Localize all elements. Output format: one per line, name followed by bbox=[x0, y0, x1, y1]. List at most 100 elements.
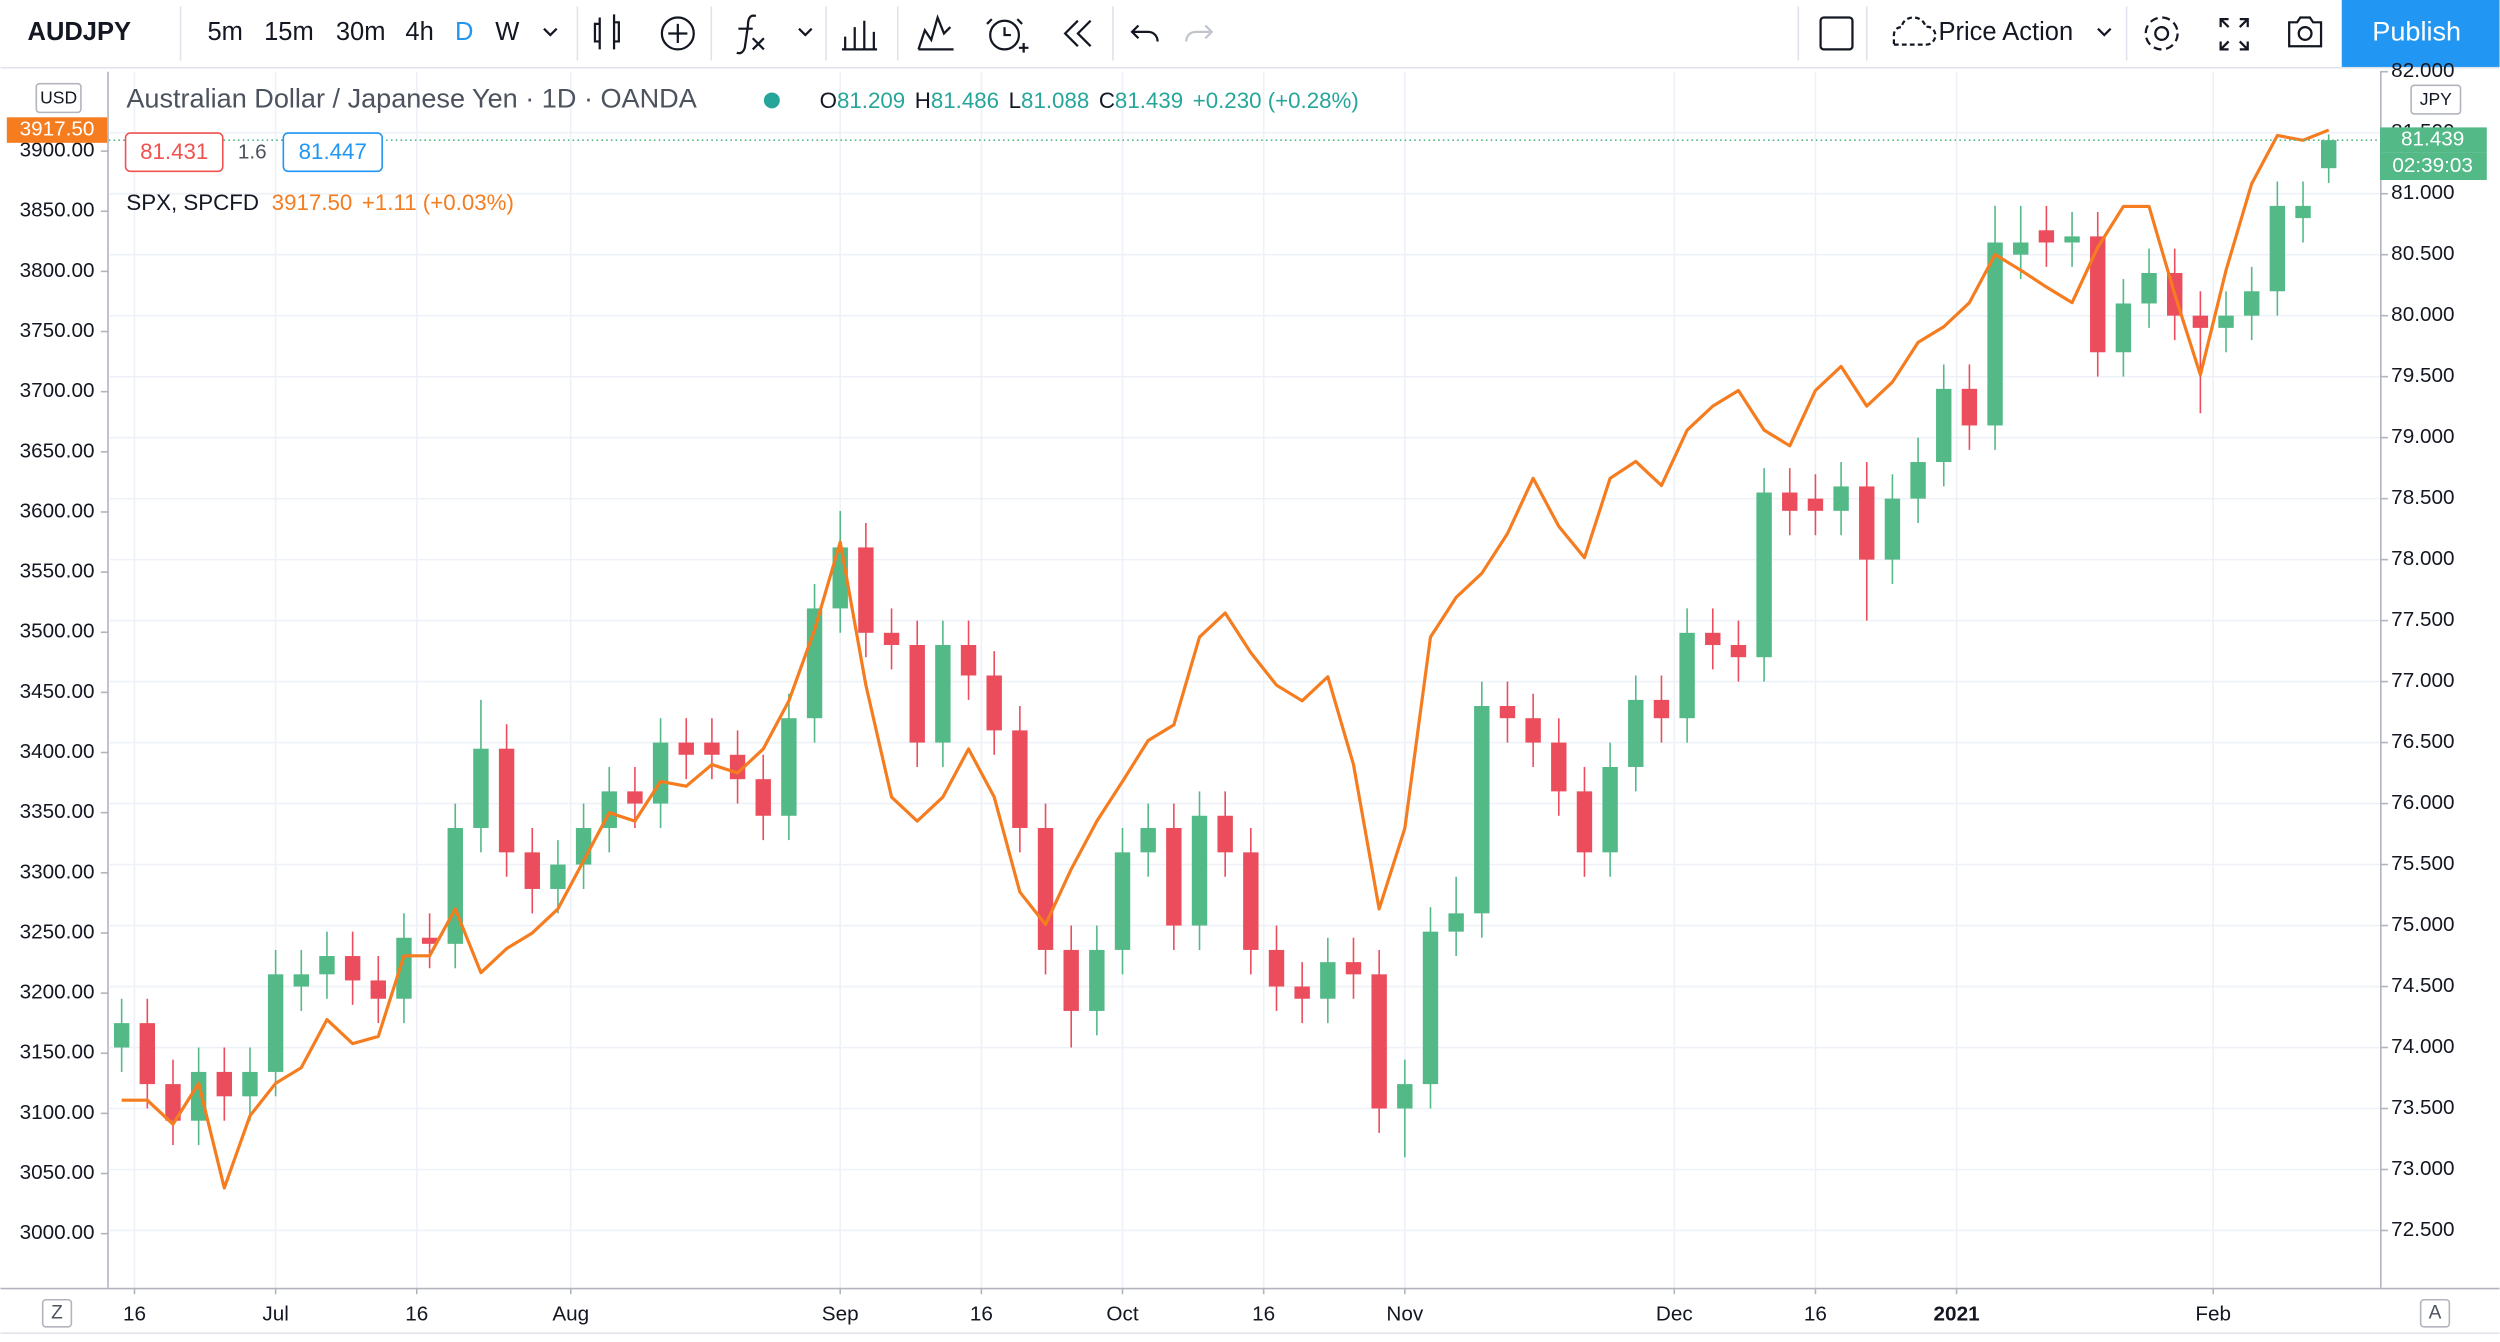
open-value: 81.209 bbox=[837, 88, 905, 113]
currency-label: JPY bbox=[2420, 89, 2452, 109]
ask[interactable]: 81.447 bbox=[299, 139, 367, 164]
timezone-button[interactable] bbox=[41, 1298, 73, 1328]
compare-last-badge bbox=[6, 117, 108, 143]
y-tick-label: 82.000 bbox=[2391, 59, 2454, 82]
compare-icon[interactable] bbox=[917, 14, 954, 51]
y-tick-label: 80.000 bbox=[2391, 303, 2454, 326]
x-tick-label: 16 bbox=[1804, 1302, 1827, 1325]
fullscreen-icon[interactable] bbox=[2219, 18, 2249, 51]
candle-body bbox=[267, 974, 284, 1072]
template-name[interactable]: Price Action bbox=[1939, 18, 2074, 46]
candle-body bbox=[858, 547, 874, 633]
compare-last-label: 3917.50 bbox=[20, 118, 95, 141]
bid-box[interactable] bbox=[124, 132, 224, 173]
settings-icon[interactable] bbox=[2154, 25, 2170, 41]
candle-body bbox=[1679, 632, 1695, 719]
candle-body bbox=[165, 1084, 181, 1121]
candle-body bbox=[2192, 315, 2209, 328]
candle-body bbox=[1140, 827, 1156, 853]
candle-body bbox=[781, 718, 797, 816]
currency-badge[interactable] bbox=[35, 82, 82, 114]
y2-tick-label: 3500.00 bbox=[20, 620, 95, 643]
replay-icon[interactable] bbox=[1063, 19, 1092, 48]
x-tick-label: Sep bbox=[822, 1302, 859, 1325]
y2-tick-label: 3700.00 bbox=[20, 379, 95, 402]
grid bbox=[108, 71, 2381, 1288]
financials-icon[interactable] bbox=[841, 20, 878, 51]
y2-tick-label: 3100.00 bbox=[20, 1101, 95, 1124]
interval[interactable]: 4h bbox=[405, 18, 433, 46]
autoscale-label[interactable]: A bbox=[2429, 1302, 2442, 1323]
candle-body bbox=[344, 956, 361, 981]
y2-tick-label: 3850.00 bbox=[20, 199, 95, 222]
candle-body bbox=[2320, 140, 2337, 169]
y-tick-label: 77.000 bbox=[2391, 669, 2454, 692]
chevron[interactable] bbox=[798, 27, 813, 37]
y-tick-label: 79.500 bbox=[2391, 364, 2454, 387]
settings-icon-gear bbox=[2144, 16, 2179, 51]
x-tick-label: Jul bbox=[262, 1302, 288, 1325]
y-tick-label: 80.500 bbox=[2391, 242, 2454, 265]
snapshot-icon[interactable] bbox=[2288, 16, 2323, 48]
candle-body bbox=[652, 742, 669, 804]
candle-body bbox=[1089, 949, 1105, 1011]
y2-tick-label: 3300.00 bbox=[20, 860, 95, 883]
chevron[interactable] bbox=[543, 27, 558, 37]
legend-ohlc: O81.209 H81.486 L81.088 C81.439 +0.230 (+0.2… bbox=[820, 88, 1359, 113]
y2-tick-label: 3050.00 bbox=[20, 1161, 95, 1184]
y-tick-label: 75.000 bbox=[2391, 913, 2454, 936]
interval[interactable]: W bbox=[495, 18, 519, 46]
chart-style-icon[interactable] bbox=[593, 14, 620, 50]
x-tick-label: Aug bbox=[552, 1302, 589, 1325]
candle-body bbox=[704, 742, 720, 755]
layout-icon[interactable] bbox=[1819, 16, 1854, 51]
candle-body bbox=[139, 1023, 156, 1085]
y-tick-label: 77.500 bbox=[2391, 608, 2454, 631]
candle-body bbox=[1294, 986, 1310, 999]
x-tick-label: Oct bbox=[1106, 1302, 1138, 1325]
candle-body bbox=[1499, 705, 1516, 719]
publish-label[interactable]: Publish bbox=[2372, 16, 2461, 47]
candle-body bbox=[1859, 486, 1875, 560]
interval-active[interactable]: D bbox=[455, 18, 473, 46]
market-status bbox=[763, 92, 780, 109]
interval[interactable]: 5m bbox=[207, 18, 242, 46]
x-tick-label: 16 bbox=[405, 1302, 428, 1325]
ask-box[interactable] bbox=[282, 132, 383, 173]
chevron[interactable] bbox=[2097, 27, 2112, 37]
y2-tick-label: 3400.00 bbox=[20, 740, 95, 763]
candle-body bbox=[1397, 1084, 1413, 1109]
candle-body bbox=[883, 632, 900, 646]
cloud-icon[interactable] bbox=[1892, 16, 1937, 46]
currency-badge[interactable] bbox=[2410, 84, 2462, 115]
compare-last: 3917.50 bbox=[272, 190, 353, 215]
high-label: H bbox=[915, 88, 931, 113]
low-label: L bbox=[1009, 88, 1021, 113]
undo-icon[interactable] bbox=[1130, 24, 1159, 42]
alert-icon[interactable] bbox=[989, 19, 1021, 51]
redo-icon[interactable] bbox=[1185, 24, 1214, 42]
interval[interactable]: 15m bbox=[264, 18, 314, 46]
candle-body bbox=[960, 645, 977, 676]
last-price-badge bbox=[2380, 127, 2487, 153]
candle-body bbox=[1371, 974, 1387, 1109]
candle-body bbox=[2064, 236, 2080, 243]
indicators-icon[interactable] bbox=[736, 14, 765, 55]
candle-body bbox=[1782, 492, 1798, 511]
y2-tick-label: 3350.00 bbox=[20, 800, 95, 823]
candle-body bbox=[1320, 962, 1336, 999]
bid[interactable]: 81.431 bbox=[140, 139, 208, 164]
compare-name: SPX, SPCFD bbox=[126, 190, 259, 215]
candle-body bbox=[2244, 291, 2260, 316]
spread: 1.6 bbox=[238, 140, 267, 163]
add-icon[interactable] bbox=[660, 16, 695, 51]
symbol[interactable]: AUDJPY bbox=[28, 18, 131, 46]
alert-icon-detail bbox=[986, 18, 1029, 53]
candle-body bbox=[396, 937, 412, 999]
timezone-label[interactable]: Z bbox=[51, 1302, 63, 1323]
y-tick-label: 72.500 bbox=[2391, 1218, 2454, 1241]
interval[interactable]: 30m bbox=[336, 18, 386, 46]
publish-button[interactable] bbox=[2341, 0, 2500, 67]
autoscale-button[interactable] bbox=[2419, 1298, 2451, 1328]
compare-change: +1.11 (+0.03%) bbox=[362, 190, 514, 215]
